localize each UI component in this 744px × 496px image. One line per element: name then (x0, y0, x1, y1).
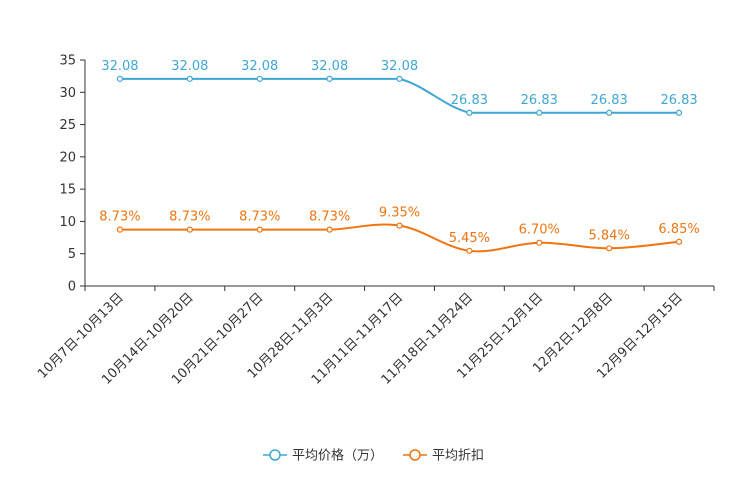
legend-label: 平均折扣 (432, 449, 484, 464)
data-point (396, 75, 403, 82)
y-tick-label: 5 (68, 247, 76, 262)
data-point (256, 226, 263, 233)
legend-item-2[interactable]: 平均折扣 (403, 449, 484, 464)
legend-marker (409, 449, 421, 461)
data-point (396, 222, 403, 229)
data-label: 5.45% (449, 231, 490, 246)
data-point (326, 226, 333, 233)
data-label: 6.85% (658, 222, 699, 237)
data-label: 26.83 (451, 93, 488, 108)
data-point (256, 75, 263, 82)
data-label: 8.73% (309, 210, 350, 225)
data-point (186, 75, 193, 82)
y-tick-label: 30 (59, 86, 76, 101)
y-tick-label: 10 (59, 215, 76, 230)
data-point (186, 226, 193, 233)
data-point (116, 226, 124, 233)
data-point (466, 247, 473, 254)
data-point (606, 109, 613, 116)
data-label: 32.08 (101, 59, 138, 74)
data-label: 32.08 (171, 59, 208, 74)
data-point (326, 75, 333, 82)
legend: 平均价格（万） 平均折扣 (263, 448, 484, 464)
data-label: 32.08 (381, 59, 418, 74)
y-tick-label: 20 (59, 150, 76, 165)
legend-label: 平均价格（万） (292, 448, 383, 464)
data-point (466, 109, 473, 116)
legend-marker (269, 449, 281, 461)
data-label: 26.83 (521, 93, 558, 108)
data-label: 5.84% (589, 228, 630, 243)
y-tick-label: 15 (59, 183, 76, 198)
data-point (536, 109, 543, 116)
data-label: 9.35% (379, 206, 420, 221)
data-label: 6.70% (519, 223, 560, 238)
y-tick-label: 25 (59, 118, 76, 133)
data-point (116, 75, 124, 82)
data-point (606, 245, 613, 252)
data-label: 8.73% (169, 210, 210, 225)
data-label: 32.08 (241, 59, 278, 74)
data-label: 26.83 (591, 93, 628, 108)
data-label: 8.73% (239, 210, 280, 225)
data-label: 32.08 (311, 59, 348, 74)
data-point (536, 239, 543, 246)
data-point (675, 109, 683, 116)
data-label: 26.83 (660, 93, 697, 108)
y-tick-label: 35 (59, 54, 76, 69)
legend-item-1[interactable]: 平均价格（万） (263, 448, 383, 464)
data-label: 8.73% (99, 210, 140, 225)
y-tick-label: 0 (68, 280, 76, 295)
data-point (675, 238, 683, 245)
